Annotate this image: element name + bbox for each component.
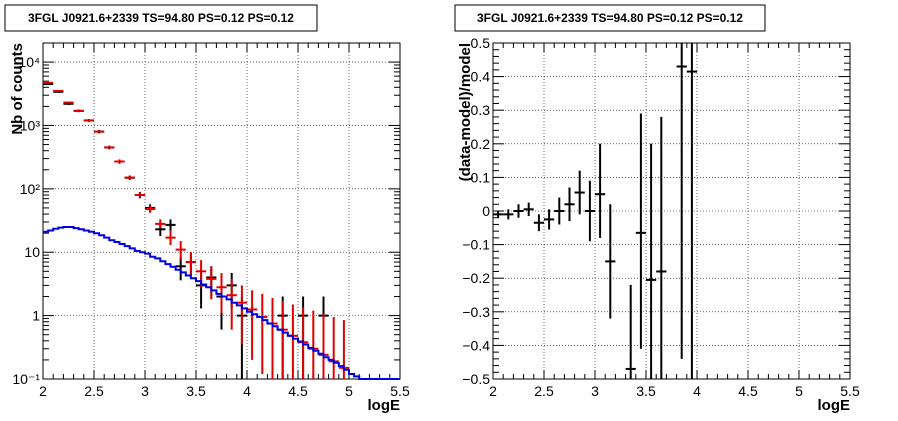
x-axis-label: logE bbox=[818, 397, 851, 414]
residuals-panel: 2 2.5 3 3.5 4 4.5 5 5.5 −0.5 −0.4 −0.3 −0.2 −0.1 0 0.1… bbox=[454, 4, 860, 414]
x-tick-label: 4.5 bbox=[738, 383, 758, 399]
y-tick-label: −0.1 bbox=[462, 237, 490, 253]
data-point bbox=[493, 211, 504, 218]
data-point bbox=[584, 180, 595, 242]
y-tick-label: −0.3 bbox=[462, 304, 490, 320]
data-point bbox=[605, 204, 616, 319]
x-axis-label: logE bbox=[368, 397, 401, 414]
data-point bbox=[554, 197, 565, 225]
y-tick-label: −0.2 bbox=[462, 270, 490, 286]
data-point bbox=[165, 219, 176, 232]
series-2 bbox=[43, 226, 400, 380]
y-tick-label: 0 bbox=[482, 203, 490, 219]
data-point bbox=[114, 160, 125, 164]
data-point bbox=[94, 130, 105, 133]
data-point bbox=[646, 143, 657, 379]
data-point bbox=[43, 81, 54, 84]
title-box bbox=[4, 4, 318, 32]
y-tick-label: 10⁴ bbox=[18, 54, 40, 70]
y-tick-label: 10² bbox=[20, 181, 41, 197]
data-point bbox=[165, 230, 176, 246]
data-point bbox=[544, 209, 555, 230]
y-tick-label: 0.4 bbox=[471, 69, 491, 85]
data-point bbox=[533, 214, 544, 232]
y-tick-label: 0.2 bbox=[471, 136, 491, 152]
data-point bbox=[53, 89, 64, 92]
x-tick-label: 5 bbox=[795, 383, 803, 399]
y-tick-label: 10 bbox=[24, 244, 40, 260]
data-point bbox=[83, 119, 94, 122]
data-point bbox=[503, 209, 514, 220]
data-point bbox=[104, 146, 115, 149]
data-point bbox=[175, 241, 186, 261]
x-tick-label: 5.5 bbox=[840, 383, 860, 399]
y-tick-label: 0.5 bbox=[471, 35, 491, 51]
chart-title: 3FGL J0921.6+2339 TS=94.80 PS=0.12 PS=0.… bbox=[477, 11, 743, 25]
y-tick-label: 0.3 bbox=[471, 102, 491, 118]
data-point bbox=[185, 252, 196, 275]
data-point bbox=[513, 204, 524, 218]
x-tick-label: 4 bbox=[243, 383, 251, 399]
data-point bbox=[595, 143, 606, 238]
counts-panel: 2 2.5 3 3.5 4 4.5 5 5.5 10⁻¹ 1 10 10² 10³ 10⁴ 3FGL J09… bbox=[4, 4, 410, 414]
series-0 bbox=[493, 43, 697, 379]
x-tick-label: 3 bbox=[141, 383, 149, 399]
x-tick-label: 5.5 bbox=[390, 383, 410, 399]
data-point bbox=[145, 205, 156, 213]
x-tick-label: 2 bbox=[489, 383, 497, 399]
x-tick-label: 2.5 bbox=[84, 383, 104, 399]
y-tick-label: 0.1 bbox=[471, 169, 491, 185]
title-box bbox=[454, 4, 766, 32]
data-point bbox=[656, 116, 667, 379]
x-tick-label: 4.5 bbox=[288, 383, 308, 399]
model-step-line bbox=[43, 226, 400, 380]
data-point bbox=[175, 257, 186, 281]
data-point bbox=[676, 43, 687, 359]
y-tick-label: 10³ bbox=[20, 117, 41, 133]
y-tick-label: −0.5 bbox=[462, 371, 490, 387]
y-tick-label: 1 bbox=[32, 308, 40, 324]
y-axis-label: Nb of counts bbox=[9, 43, 26, 135]
data-point bbox=[635, 113, 646, 349]
data-point bbox=[226, 278, 237, 330]
data-point bbox=[247, 290, 258, 360]
x-tick-label: 2 bbox=[39, 383, 47, 399]
y-axis-label: (data-model)/model bbox=[457, 43, 474, 181]
data-point bbox=[523, 202, 534, 217]
y-tick-label: 10⁻¹ bbox=[12, 371, 40, 387]
data-point bbox=[686, 43, 697, 379]
chart-title: 3FGL J0921.6+2339 TS=94.80 PS=0.12 PS=0.… bbox=[28, 11, 294, 25]
data-point bbox=[574, 170, 585, 215]
x-tick-label: 2.5 bbox=[534, 383, 554, 399]
data-point bbox=[625, 284, 636, 379]
data-point bbox=[134, 192, 145, 198]
data-point bbox=[206, 266, 217, 300]
x-tick-label: 3.5 bbox=[186, 383, 206, 399]
data-point bbox=[564, 187, 575, 222]
x-tick-label: 3 bbox=[591, 383, 599, 399]
x-tick-label: 5 bbox=[345, 383, 353, 399]
data-point bbox=[124, 175, 135, 180]
data-point bbox=[155, 219, 166, 229]
x-tick-label: 4 bbox=[693, 383, 701, 399]
data-point bbox=[236, 285, 247, 345]
y-tick-label: −0.4 bbox=[462, 337, 490, 353]
data-point bbox=[73, 109, 84, 112]
x-tick-label: 3.5 bbox=[636, 383, 656, 399]
data-point bbox=[63, 101, 74, 104]
